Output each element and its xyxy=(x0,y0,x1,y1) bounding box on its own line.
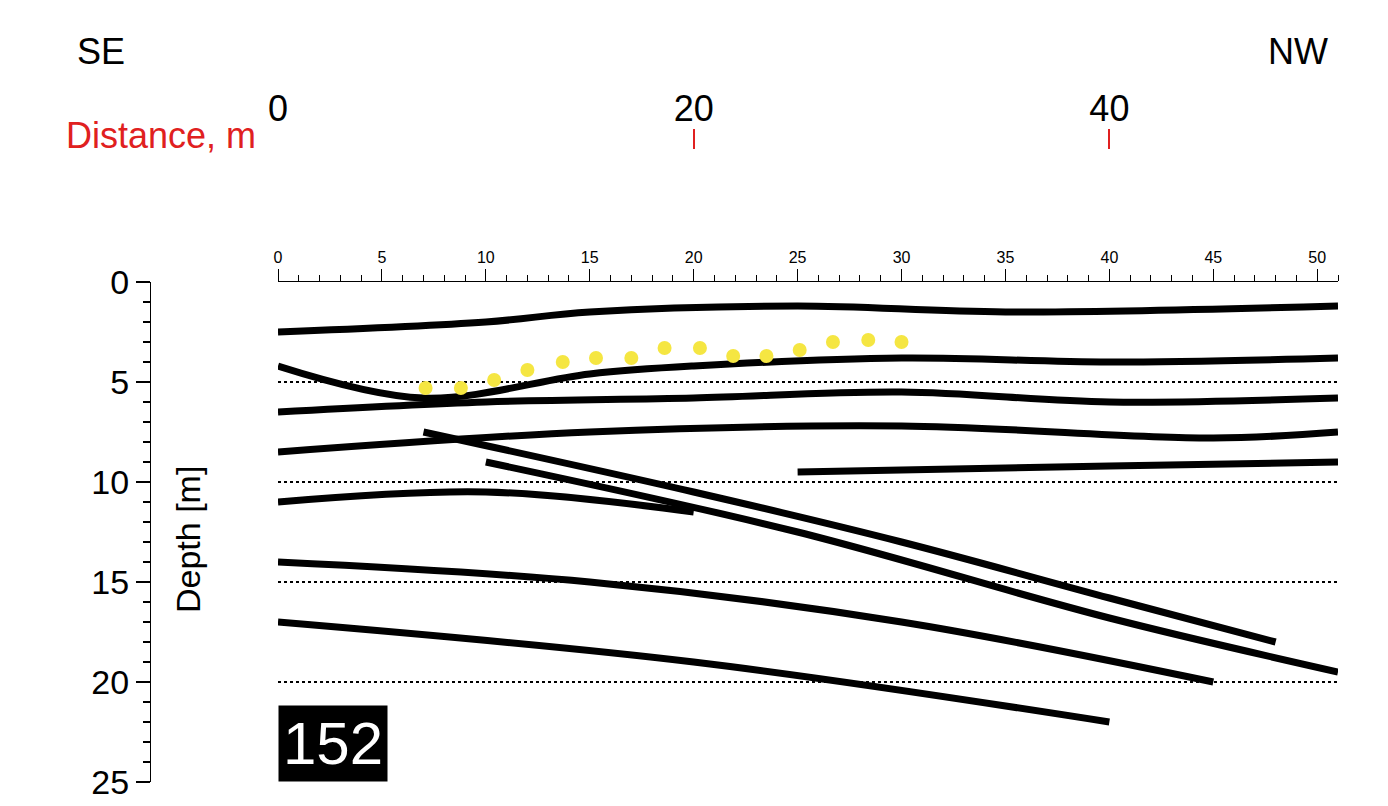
svg-text:15: 15 xyxy=(91,563,129,601)
svg-text:20: 20 xyxy=(685,249,703,266)
svg-text:NW: NW xyxy=(1268,31,1328,72)
svg-text:35: 35 xyxy=(997,249,1015,266)
svg-text:5: 5 xyxy=(377,249,386,266)
svg-text:15: 15 xyxy=(581,249,599,266)
svg-text:20: 20 xyxy=(91,663,129,701)
svg-text:10: 10 xyxy=(477,249,495,266)
svg-text:0: 0 xyxy=(274,249,283,266)
svg-text:25: 25 xyxy=(789,249,807,266)
svg-text:5: 5 xyxy=(110,363,129,401)
svg-text:Distance, m: Distance, m xyxy=(66,115,256,156)
svg-text:25: 25 xyxy=(91,763,129,801)
svg-text:10: 10 xyxy=(91,463,129,501)
svg-text:152: 152 xyxy=(283,710,383,777)
svg-text:0: 0 xyxy=(268,88,288,129)
svg-text:SE: SE xyxy=(77,31,125,72)
svg-text:40: 40 xyxy=(1089,88,1129,129)
svg-text:50: 50 xyxy=(1308,249,1326,266)
svg-text:45: 45 xyxy=(1204,249,1222,266)
svg-text:20: 20 xyxy=(674,88,714,129)
svg-text:0: 0 xyxy=(110,263,129,301)
svg-text:Depth [m]: Depth [m] xyxy=(169,466,207,613)
svg-text:30: 30 xyxy=(893,249,911,266)
svg-text:40: 40 xyxy=(1100,249,1118,266)
